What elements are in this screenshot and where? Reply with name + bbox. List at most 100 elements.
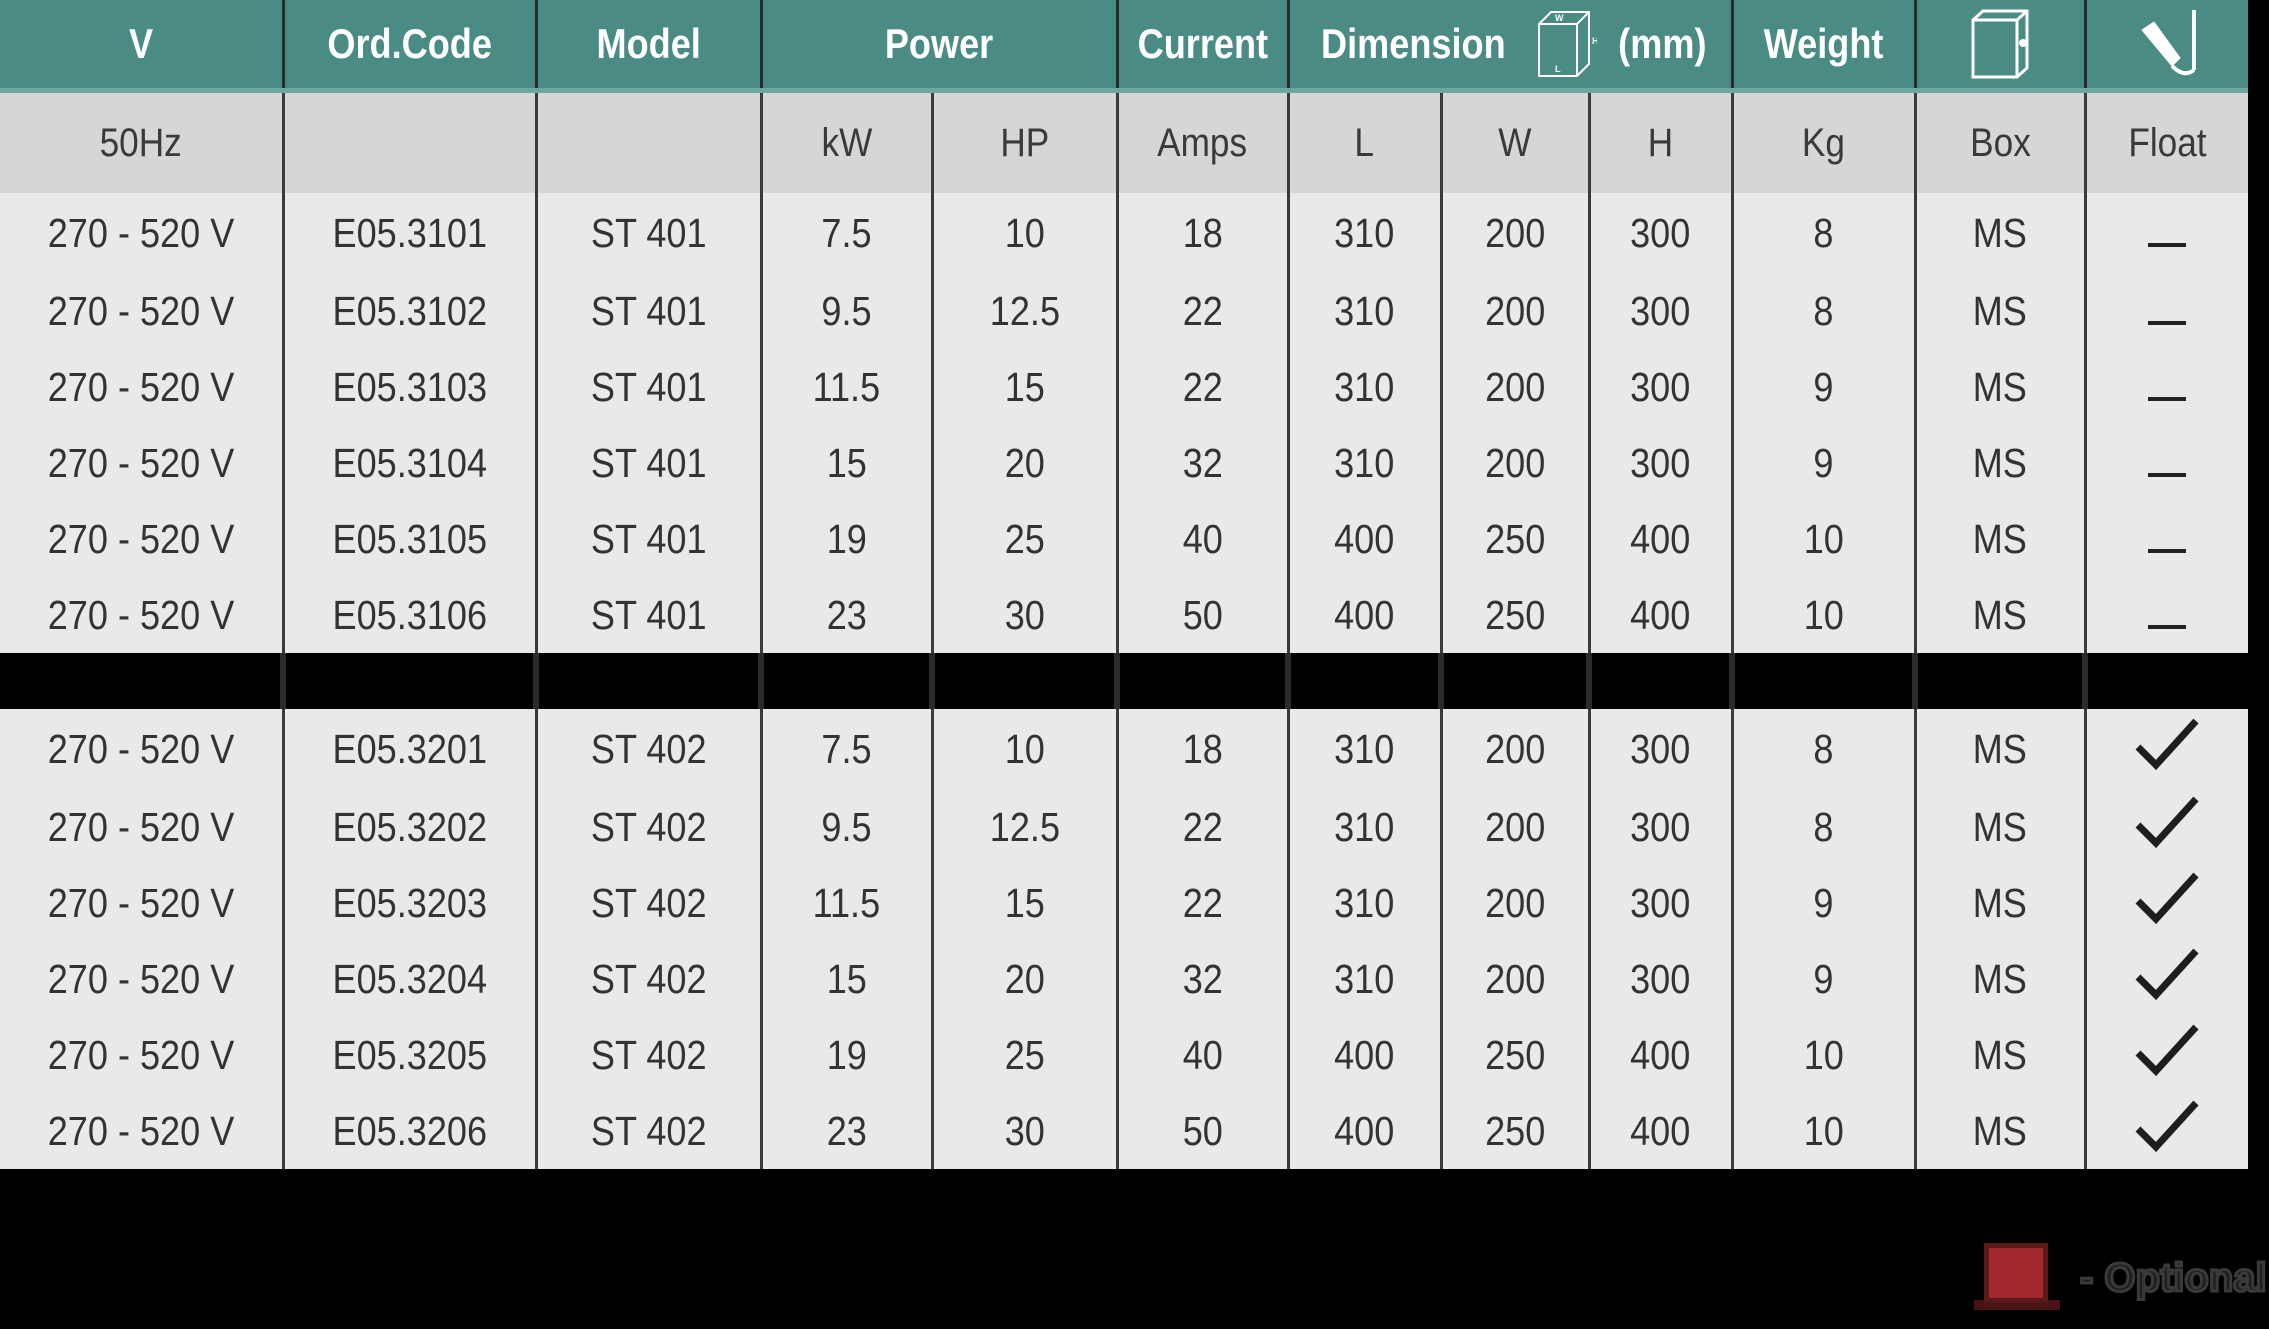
table-row: 270 - 520 V E05.3105 ST 401 19 25 40 400 250 400… (0, 501, 2249, 577)
cell-width: 200 (1441, 941, 1591, 1017)
cell-weight: 10 (1732, 577, 1917, 653)
cell-weight: 8 (1732, 709, 1917, 789)
group-st401-rows: 270 - 520 V E05.3101 ST 401 7.5 10 18 310 200 30… (0, 193, 2249, 653)
cell-kw: 19 (761, 501, 934, 577)
sub-width: W (1441, 90, 1591, 193)
cell-voltage: 270 - 520 V (0, 501, 285, 577)
enclosure-box-icon (1971, 9, 2029, 79)
checkmark-icon (2085, 789, 2249, 865)
cell-height: 300 (1589, 273, 1734, 349)
cell-length: 310 (1288, 193, 1443, 273)
cell-height: 400 (1589, 501, 1734, 577)
cell-hp: 25 (932, 501, 1119, 577)
cell-height: 400 (1589, 577, 1734, 653)
cell-hp: 20 (932, 425, 1119, 501)
cell-box: MS (1915, 709, 2087, 789)
cell-kw: 9.5 (761, 273, 934, 349)
cell-width: 200 (1441, 349, 1591, 425)
cell-model: ST 402 (536, 865, 763, 941)
svg-text:L: L (1555, 64, 1561, 74)
cell-voltage: 270 - 520 V (0, 1017, 285, 1093)
checkmark-icon (2085, 709, 2249, 789)
legend: - Optional (1974, 1238, 2269, 1328)
sub-height: H (1589, 90, 1734, 193)
table-row: 270 - 520 V E05.3206 ST 402 23 30 50 400 250 400… (0, 1093, 2249, 1169)
dash-icon (2085, 349, 2249, 425)
cell-length: 310 (1288, 273, 1443, 349)
cell-height: 300 (1589, 941, 1734, 1017)
cell-hp: 10 (932, 709, 1119, 789)
cell-model: ST 401 (536, 273, 763, 349)
cell-height: 300 (1589, 425, 1734, 501)
cell-weight: 9 (1732, 425, 1917, 501)
table-row: 270 - 520 V E05.3205 ST 402 19 25 40 400 250 400… (0, 1017, 2249, 1093)
cell-weight: 10 (1732, 1093, 1917, 1169)
cell-weight: 9 (1732, 941, 1917, 1017)
cell-amps: 22 (1117, 273, 1290, 349)
cell-model: ST 401 (536, 425, 763, 501)
cell-model: ST 401 (536, 501, 763, 577)
cell-weight: 9 (1732, 865, 1917, 941)
table-row: 270 - 520 V E05.3104 ST 401 15 20 32 310 200 300… (0, 425, 2249, 501)
cell-box: MS (1915, 577, 2087, 653)
cell-hp: 15 (932, 349, 1119, 425)
cell-amps: 18 (1117, 193, 1290, 273)
cell-order-code: E05.3204 (283, 941, 538, 1017)
cell-order-code: E05.3201 (283, 709, 538, 789)
cell-height: 300 (1589, 349, 1734, 425)
cell-order-code: E05.3101 (283, 193, 538, 273)
cell-width: 200 (1441, 425, 1591, 501)
cell-voltage: 270 - 520 V (0, 1093, 285, 1169)
table-row: 270 - 520 V E05.3203 ST 402 11.5 15 22 310 200 3… (0, 865, 2249, 941)
cell-hp: 20 (932, 941, 1119, 1017)
cell-weight: 8 (1732, 193, 1917, 273)
header-dimension: Dimension W H L (mm) (1288, 0, 1734, 93)
cell-order-code: E05.3104 (283, 425, 538, 501)
cell-height: 300 (1589, 789, 1734, 865)
cell-model: ST 402 (536, 1093, 763, 1169)
cell-model: ST 401 (536, 349, 763, 425)
cell-width: 250 (1441, 577, 1591, 653)
cell-width: 200 (1441, 273, 1591, 349)
checkmark-icon (2085, 941, 2249, 1017)
sub-order-code (283, 90, 538, 193)
cell-hp: 30 (932, 577, 1119, 653)
cell-model: ST 401 (536, 193, 763, 273)
dash-icon (2085, 425, 2249, 501)
cell-hp: 30 (932, 1093, 1119, 1169)
cell-model: ST 402 (536, 709, 763, 789)
cell-amps: 22 (1117, 349, 1290, 425)
cell-length: 400 (1288, 1017, 1443, 1093)
cell-kw: 7.5 (761, 709, 934, 789)
cell-amps: 40 (1117, 1017, 1290, 1093)
cell-length: 310 (1288, 425, 1443, 501)
cell-box: MS (1915, 273, 2087, 349)
cell-hp: 15 (932, 865, 1119, 941)
group-st402-rows: 270 - 520 V E05.3201 ST 402 7.5 10 18 310 200 30… (0, 709, 2249, 1169)
cell-hp: 10 (932, 193, 1119, 273)
header-order-code: Ord.Code (283, 0, 538, 93)
table-row: 270 - 520 V E05.3102 ST 401 9.5 12.5 22 310 200… (0, 273, 2249, 349)
header-model: Model (536, 0, 763, 93)
cell-amps: 40 (1117, 501, 1290, 577)
cell-kw: 15 (761, 941, 934, 1017)
cell-amps: 50 (1117, 577, 1290, 653)
cell-kw: 23 (761, 577, 934, 653)
cell-hp: 12.5 (932, 789, 1119, 865)
table-row: 270 - 520 V E05.3106 ST 401 23 30 50 400 250 400… (0, 577, 2249, 653)
cell-kw: 9.5 (761, 789, 934, 865)
cell-amps: 32 (1117, 941, 1290, 1017)
sub-length: L (1288, 90, 1443, 193)
cell-height: 400 (1589, 1093, 1734, 1169)
svg-text:W: W (1555, 13, 1564, 23)
table-row: 270 - 520 V E05.3204 ST 402 15 20 32 310 200 300… (0, 941, 2249, 1017)
dimension-box-icon: W H L (1538, 11, 1597, 77)
cell-order-code: E05.3105 (283, 501, 538, 577)
cell-length: 310 (1288, 709, 1443, 789)
cell-weight: 8 (1732, 273, 1917, 349)
legend-label: - Optional (2079, 1255, 2269, 1302)
cell-voltage: 270 - 520 V (0, 865, 285, 941)
cell-voltage: 270 - 520 V (0, 709, 285, 789)
cell-width: 200 (1441, 709, 1591, 789)
cell-box: MS (1915, 1017, 2087, 1093)
